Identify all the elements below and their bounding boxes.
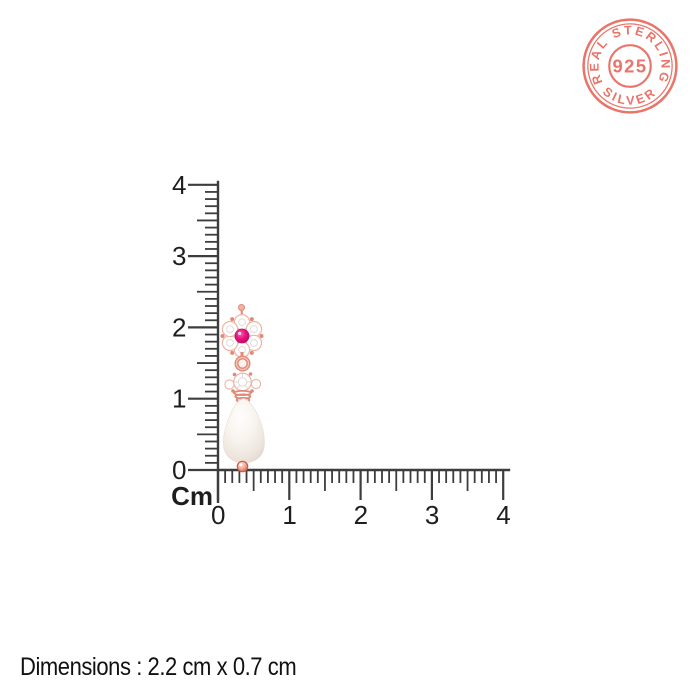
stone-highlight <box>238 331 242 335</box>
hruler-label-2: 2 <box>354 500 368 530</box>
earring-photo <box>220 304 265 473</box>
stamp-outer-ring <box>582 18 678 114</box>
vruler-label-2: 2 <box>172 312 186 342</box>
dimensions-text: Dimensions : 2.2 cm x 0.7 cm <box>20 653 297 681</box>
hruler-label-4: 4 <box>496 500 510 530</box>
earring-post-knob <box>238 304 245 311</box>
sterling-925-stamp: REAL STERLING SILVER 925 <box>582 18 678 114</box>
ruler-unit-label: Cm <box>171 481 213 511</box>
pink-center-stone <box>234 328 250 344</box>
hruler-label-3: 3 <box>425 500 439 530</box>
pearl-drop <box>222 398 265 464</box>
hruler-label-0: 0 <box>211 500 225 530</box>
vruler-label-4: 4 <box>172 170 186 200</box>
stamp-925-text: 925 <box>613 55 648 76</box>
flower-prongs <box>220 317 264 355</box>
crystal-cluster <box>224 372 262 393</box>
bottom-bead <box>236 460 249 473</box>
vruler-label-3: 3 <box>172 241 186 271</box>
stamp-inner-ring <box>608 44 652 88</box>
vruler-label-1: 1 <box>172 384 186 414</box>
vruler-label-0: 0 <box>172 455 186 485</box>
hruler-label-1: 1 <box>282 500 296 530</box>
flower-petal-crystals <box>221 314 263 358</box>
bead-highlight <box>239 463 243 467</box>
bail-ring-highlight <box>235 356 250 371</box>
stamp-second-ring <box>587 23 673 109</box>
flower-motif <box>220 314 264 358</box>
